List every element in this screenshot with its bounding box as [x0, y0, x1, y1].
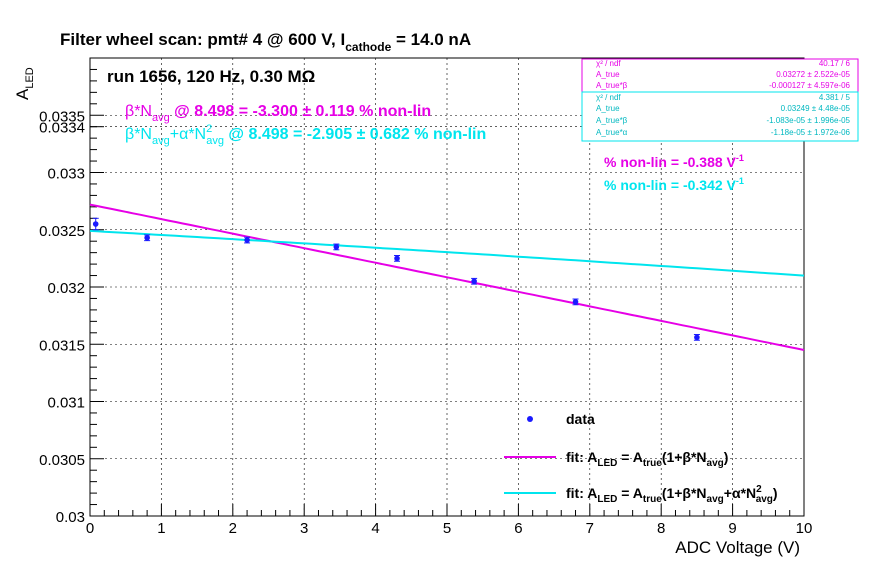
run-label: run 1656, 120 Hz, 0.30 MΩ [107, 67, 315, 86]
legend-label-quadratic: fit: ALED = Atrue(1+β*Navg+α*N2 avg) [566, 484, 778, 505]
legend: data fit: ALED = Atrue(1+β*Navg) fit: AL… [504, 411, 778, 505]
stat-value: 4.381 / 5 [819, 93, 851, 102]
stat-value: 0.03272 ± 2.522e-05 [776, 70, 850, 79]
data-point [394, 255, 400, 262]
x-tick-label: 10 [796, 520, 813, 537]
legend-marker-data [527, 416, 533, 422]
x-tick-label: 7 [586, 520, 594, 537]
x-tick-label: 1 [157, 520, 165, 537]
stat-label: A_true*α [596, 128, 628, 137]
x-tick-label: 2 [229, 520, 237, 537]
data-point [92, 221, 99, 227]
x-axis-label: ADC Voltage (V) [675, 538, 800, 557]
y-tick-label: 0.0305 [39, 452, 85, 469]
y-tick-label: 0.0334 [39, 120, 85, 137]
stats-box-linear: χ² / ndf 40.17 / 6 A_true 0.03272 ± 2.52… [581, 58, 859, 93]
nonlin-quadratic: % non-lin = -0.342 V-1 [604, 176, 744, 193]
legend-label-data: data [566, 411, 595, 427]
data-point [144, 234, 150, 241]
y-tick-label: 0.03 [56, 509, 85, 526]
stat-label: A_true [596, 104, 620, 113]
stat-label: A_true*β [596, 116, 628, 125]
fit-curve-quadratic [89, 229, 805, 277]
x-tick-label: 0 [86, 520, 94, 537]
stat-value: -1.18e-05 ± 1.972e-06 [771, 128, 851, 137]
data-point [694, 334, 700, 341]
x-tick-label: 9 [728, 520, 736, 537]
stat-value: -1.083e-05 ± 1.996e-05 [766, 116, 850, 125]
nonlin-linear: % non-lin = -0.388 V-1 [604, 153, 744, 170]
axis-ticks: 0 1 2 3 4 5 6 7 8 9 10 0.03 0.0305 0.031 0.0315 0.032 0.… [39, 68, 813, 537]
y-tick-label: 0.033 [47, 166, 85, 183]
fit-curve-linear [89, 203, 805, 351]
y-tick-label: 0.0315 [39, 337, 85, 354]
stat-value: 0.03249 ± 4.48e-05 [781, 104, 851, 113]
stat-label: A_true [596, 70, 620, 79]
stats-box-quadratic: χ² / ndf 4.381 / 5 A_true 0.03249 ± 4.48… [581, 91, 859, 142]
y-tick-label: 0.031 [47, 395, 85, 412]
y-tick-label: 0.0325 [39, 223, 85, 240]
y-tick-label: 0.0335 [39, 108, 85, 125]
annotation-quadratic: β*Navg+α*N2 avg @ 8.498 = -2.905 ± 0.682 … [125, 123, 486, 147]
stat-label: χ² / ndf [596, 93, 621, 102]
legend-label-linear: fit: ALED = Atrue(1+β*Navg) [566, 449, 728, 469]
stat-label: χ² / ndf [596, 59, 621, 68]
x-tick-label: 6 [514, 520, 522, 537]
x-tick-label: 8 [657, 520, 665, 537]
data-point [572, 299, 579, 305]
x-tick-label: 4 [371, 520, 379, 537]
y-tick-label: 0.032 [47, 280, 85, 297]
data-point [244, 237, 250, 243]
annotation-linear: β*Navg @ 8.498 = -3.300 ± 0.119 % non-li… [125, 103, 431, 124]
x-tick-label: 3 [300, 520, 308, 537]
stat-value: -0.000127 ± 4.597e-06 [769, 81, 850, 90]
x-tick-label: 5 [443, 520, 451, 537]
stat-label: A_true*β [596, 81, 628, 90]
stat-value: 40.17 / 6 [819, 59, 851, 68]
data-point [333, 244, 340, 250]
y-axis-label: ALED [13, 67, 36, 100]
chart-title: Filter wheel scan: pmt# 4 @ 600 V, Icath… [60, 30, 471, 54]
fit-curves [89, 203, 805, 351]
data-points [92, 217, 700, 341]
data-point [471, 278, 477, 285]
